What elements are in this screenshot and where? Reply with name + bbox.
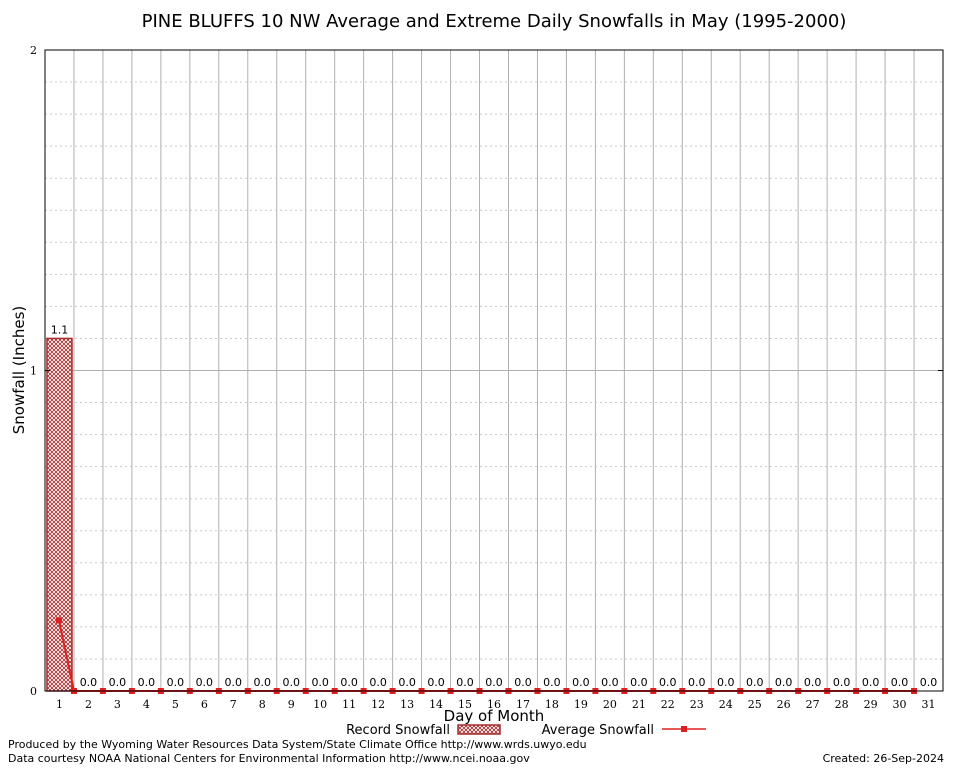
x-tick-label: 19 bbox=[574, 698, 588, 711]
record-value-label: 0.0 bbox=[775, 676, 793, 689]
legend-record-label: Record Snowfall bbox=[346, 723, 450, 738]
x-tick-label: 23 bbox=[690, 698, 704, 711]
legend-average-label: Average Snowfall bbox=[542, 723, 654, 738]
record-value-label: 0.0 bbox=[196, 676, 214, 689]
record-value-label: 0.0 bbox=[862, 676, 880, 689]
x-tick-label: 28 bbox=[835, 698, 849, 711]
record-value-label: 0.0 bbox=[456, 676, 474, 689]
record-value-label: 0.0 bbox=[804, 676, 822, 689]
record-value-label: 0.0 bbox=[167, 676, 185, 689]
y-tick-label: 1 bbox=[30, 365, 37, 378]
record-value-label: 0.0 bbox=[601, 676, 619, 689]
x-tick-label: 20 bbox=[603, 698, 617, 711]
x-tick-label: 15 bbox=[458, 698, 472, 711]
x-tick-label: 10 bbox=[313, 698, 327, 711]
x-tick-label: 16 bbox=[487, 698, 501, 711]
record-value-label: 0.0 bbox=[920, 676, 938, 689]
record-value-label: 0.0 bbox=[311, 676, 329, 689]
data-labels: 1.1 0.0 0.0 0.0 0.0 0.0 0.0 0.0 0.0 0.0 0.0 0.0 0.0 0… bbox=[51, 323, 938, 689]
record-value-label: 0.0 bbox=[109, 676, 127, 689]
x-tick-label: 22 bbox=[661, 698, 675, 711]
record-value-label: 0.0 bbox=[138, 676, 156, 689]
record-value-label: 0.0 bbox=[688, 676, 706, 689]
bars bbox=[46, 337, 73, 692]
record-value-label: 0.0 bbox=[225, 676, 243, 689]
record-value-label: 1.1 bbox=[51, 323, 69, 336]
record-value-label: 0.0 bbox=[340, 676, 358, 689]
record-value-label: 0.0 bbox=[80, 676, 98, 689]
x-tick-label: 25 bbox=[748, 698, 762, 711]
x-tick-label: 8 bbox=[259, 698, 266, 711]
x-tick-label: 9 bbox=[288, 698, 295, 711]
x-tick-label: 13 bbox=[400, 698, 414, 711]
record-bar bbox=[46, 337, 73, 692]
legend-record-swatch bbox=[457, 724, 501, 735]
x-tick-label: 24 bbox=[719, 698, 733, 711]
record-value-label: 0.0 bbox=[485, 676, 503, 689]
x-tick-label: 3 bbox=[114, 698, 121, 711]
record-value-label: 0.0 bbox=[427, 676, 445, 689]
x-tick-label: 29 bbox=[864, 698, 878, 711]
x-tick-label: 12 bbox=[371, 698, 385, 711]
plot-frame bbox=[44, 49, 944, 692]
legend-average-marker bbox=[681, 726, 687, 732]
y-tick-label: 2 bbox=[30, 44, 37, 57]
grid bbox=[45, 50, 943, 691]
record-value-label: 0.0 bbox=[746, 676, 764, 689]
record-value-label: 0.0 bbox=[543, 676, 561, 689]
x-tick-label: 31 bbox=[922, 698, 936, 711]
x-axis-label: Day of Month bbox=[444, 707, 545, 725]
average-point bbox=[56, 617, 62, 624]
record-value-label: 0.0 bbox=[833, 676, 851, 689]
record-value-label: 0.0 bbox=[254, 676, 272, 689]
x-tick-labels: 1 2 3 4 5 6 7 8 9 10 11 12 13 14 15 16 17 18 19 20 21 22 23 24 2… bbox=[56, 698, 936, 711]
x-tick-label: 2 bbox=[85, 698, 92, 711]
x-tick-label: 17 bbox=[516, 698, 530, 711]
y-axis-label: Snowfall (Inches) bbox=[10, 306, 28, 434]
x-tick-label: 27 bbox=[806, 698, 820, 711]
record-value-label: 0.0 bbox=[572, 676, 590, 689]
record-value-label: 0.0 bbox=[514, 676, 532, 689]
x-tick-label: 14 bbox=[429, 698, 443, 711]
footer-produced-by: Produced by the Wyoming Water Resources … bbox=[8, 738, 587, 751]
x-tick-label: 26 bbox=[777, 698, 791, 711]
record-value-label: 0.0 bbox=[717, 676, 735, 689]
x-tick-label: 6 bbox=[201, 698, 208, 711]
x-tick-label: 1 bbox=[56, 698, 63, 711]
record-value-label: 0.0 bbox=[282, 676, 300, 689]
footer-data-courtesy: Data courtesy NOAA National Centers for … bbox=[8, 752, 530, 765]
x-tick-label: 4 bbox=[143, 698, 150, 711]
x-tick-label: 11 bbox=[342, 698, 356, 711]
record-value-label: 0.0 bbox=[659, 676, 677, 689]
x-tick-label: 18 bbox=[545, 698, 559, 711]
footer-created: Created: 26-Sep-2024 bbox=[822, 752, 944, 765]
x-tick-label: 5 bbox=[172, 698, 179, 711]
x-tick-label: 21 bbox=[632, 698, 646, 711]
x-tick-label: 30 bbox=[893, 698, 907, 711]
record-value-label: 0.0 bbox=[891, 676, 909, 689]
legend: Record Snowfall Average Snowfall bbox=[346, 723, 706, 738]
record-value-label: 0.0 bbox=[369, 676, 387, 689]
record-value-label: 0.0 bbox=[398, 676, 416, 689]
x-tick-label: 7 bbox=[230, 698, 237, 711]
record-value-label: 0.0 bbox=[630, 676, 648, 689]
chart-title: PINE BLUFFS 10 NW Average and Extreme Da… bbox=[142, 11, 847, 32]
y-tick-label: 0 bbox=[30, 685, 37, 698]
